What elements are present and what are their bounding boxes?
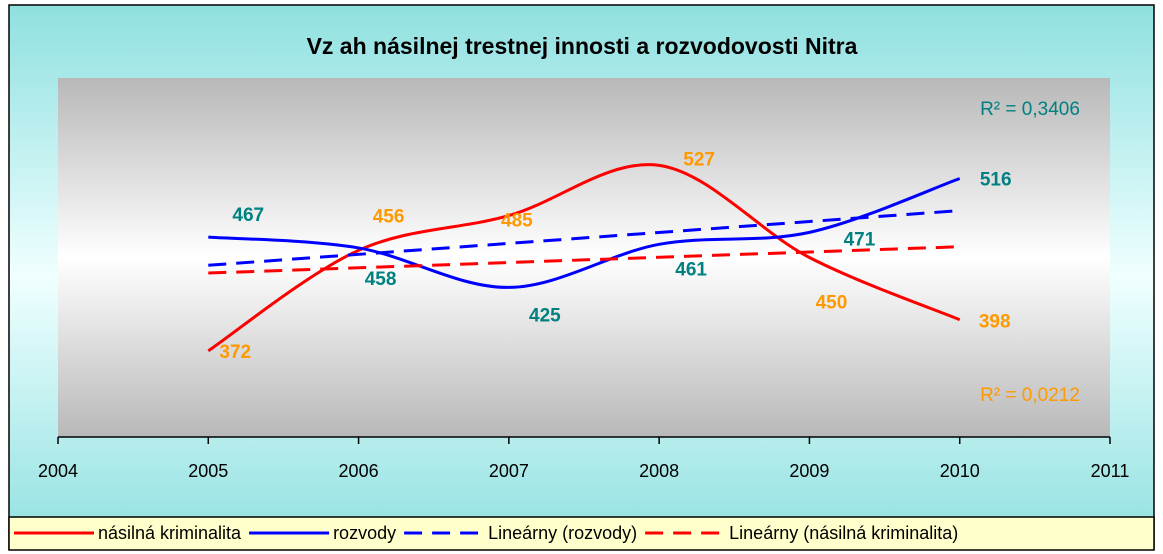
data-label: 467 xyxy=(232,205,264,226)
trend-line xyxy=(208,245,960,275)
data-label: 425 xyxy=(529,305,561,326)
annotation: R² = 0,3406 xyxy=(980,99,1080,120)
data-label: 450 xyxy=(816,293,848,314)
data-label: 461 xyxy=(675,259,707,280)
data-label: 485 xyxy=(501,211,533,232)
legend xyxy=(8,516,1155,551)
series-line xyxy=(207,163,961,353)
plot-area xyxy=(58,78,1110,437)
legend-label: Lineárny (rozvody) xyxy=(488,523,637,543)
legend-label: násilná kriminalita xyxy=(98,523,242,543)
chart-title: Vz ah násilnej trestnej innosti a rozvod… xyxy=(307,33,858,59)
annotation: R² = 0,0212 xyxy=(980,385,1080,406)
series-line xyxy=(208,177,961,289)
x-tick-label: 2008 xyxy=(639,461,679,481)
data-label: 516 xyxy=(980,170,1012,191)
x-tick-label: 2007 xyxy=(489,461,529,481)
trend-line xyxy=(208,209,960,267)
x-tick-label: 2005 xyxy=(188,461,228,481)
data-label: 471 xyxy=(844,229,876,250)
legend-label: Lineárny (násilná kriminalita) xyxy=(729,523,958,543)
x-tick-label: 2009 xyxy=(789,461,829,481)
legend-label: rozvody xyxy=(333,523,396,543)
x-tick-label: 2006 xyxy=(339,461,379,481)
data-label: 458 xyxy=(365,269,397,290)
x-tick-label: 2011 xyxy=(1091,461,1130,481)
x-tick-label: 2010 xyxy=(940,461,980,481)
data-label: 527 xyxy=(683,149,715,170)
data-label: 372 xyxy=(219,342,251,363)
data-label: 456 xyxy=(373,206,405,227)
x-tick-label: 2004 xyxy=(38,461,78,481)
data-label: 398 xyxy=(979,312,1011,333)
